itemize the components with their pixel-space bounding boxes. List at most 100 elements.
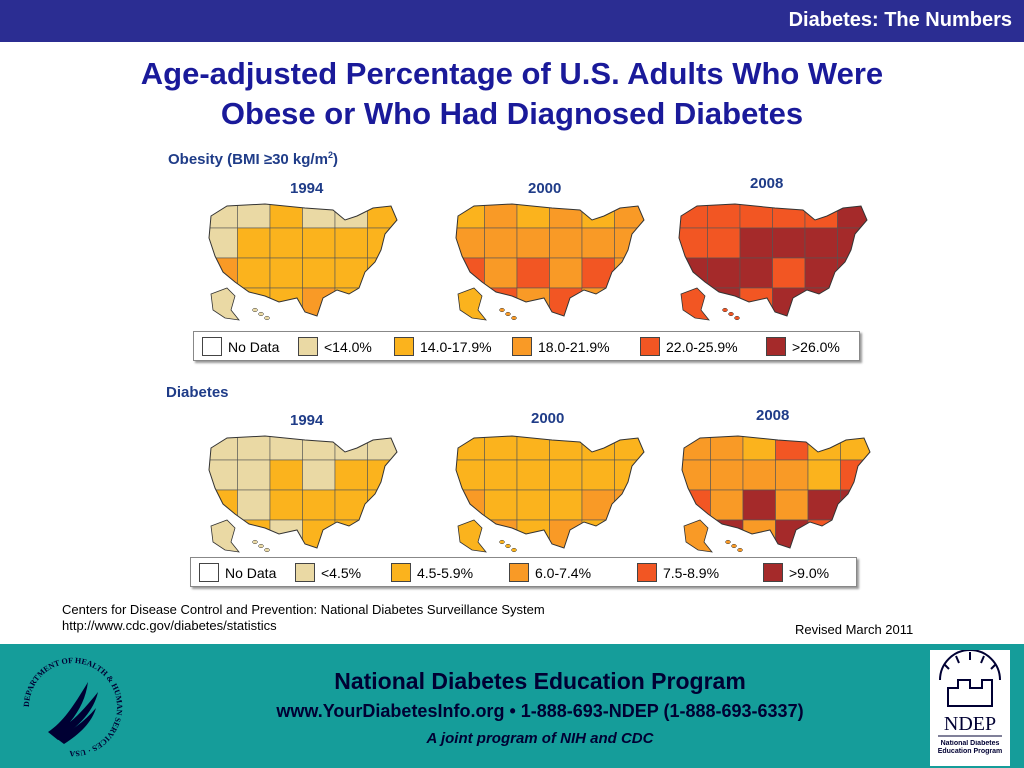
map-region — [807, 459, 841, 491]
map-region — [484, 459, 518, 491]
map-region — [775, 519, 809, 548]
legend-swatch — [766, 337, 786, 356]
source-citation: Centers for Disease Control and Preventi… — [62, 602, 545, 634]
map-region — [484, 436, 518, 461]
legend-label: 4.5-5.9% — [417, 565, 474, 581]
legend-swatch — [295, 563, 315, 582]
map-region — [516, 257, 550, 289]
obesity-section-label: Obesity (BMI ≥30 kg/m2) — [168, 150, 338, 168]
legend-label: 14.0-17.9% — [420, 339, 492, 355]
footer: DEPARTMENT OF HEALTH & HUMAN SERVICES · … — [0, 644, 1024, 768]
legend-swatch — [512, 337, 532, 356]
top-bar: Diabetes: The Numbers — [0, 0, 1024, 42]
map-region — [614, 287, 644, 316]
obesity-year-2008: 2008 — [750, 175, 784, 192]
map-region — [614, 459, 644, 491]
legend-label: 18.0-21.9% — [538, 339, 610, 355]
ndep-logo-text: NDEP — [944, 713, 996, 735]
map-region — [739, 287, 773, 316]
map-region — [614, 436, 644, 461]
map-region — [707, 204, 741, 229]
map-region — [237, 459, 271, 491]
map-region — [581, 257, 615, 289]
map-hawaii — [264, 547, 270, 553]
map-region — [614, 227, 644, 259]
map-region — [775, 436, 809, 461]
slide-title-line1: Age-adjusted Percentage of U.S. Adults W… — [140, 56, 884, 91]
legend-label: 22.0-25.9% — [666, 339, 738, 355]
map-region — [516, 287, 550, 316]
map-region — [269, 519, 303, 548]
map-region — [302, 227, 336, 259]
map-hawaii — [499, 307, 505, 313]
diabetes-year-2008: 2008 — [756, 407, 790, 424]
map-region — [837, 257, 867, 289]
map-outline — [455, 435, 645, 549]
map-region — [707, 257, 741, 289]
obesity-year-1994: 1994 — [290, 180, 324, 197]
obesity-label-text: Obesity (BMI ≥30 kg/m — [168, 151, 328, 168]
diabetes-year-1994: 1994 — [290, 412, 324, 429]
map-region — [516, 436, 550, 461]
map-outline — [678, 203, 868, 317]
map-region — [334, 227, 368, 259]
map-region — [516, 519, 550, 548]
map-hawaii — [252, 307, 258, 313]
map-region — [775, 489, 809, 521]
map-outline — [681, 435, 871, 549]
map-region — [367, 459, 397, 491]
map-region — [302, 204, 336, 229]
map-region — [269, 436, 303, 461]
legend-swatch — [763, 563, 783, 582]
map-region — [837, 204, 867, 229]
diabetes-map-2000 — [455, 435, 645, 553]
map-region — [367, 489, 397, 521]
map-region — [367, 204, 397, 229]
contact-info[interactable]: www.YourDiabetesInfo.org • 1-888-693-NDE… — [276, 701, 804, 721]
map-region — [739, 257, 773, 289]
obesity-label-sup: 2 — [327, 150, 333, 160]
map-hawaii — [511, 547, 517, 553]
map-hawaii — [258, 311, 264, 317]
map-region — [302, 257, 336, 289]
map-region — [334, 257, 368, 289]
map-region — [614, 489, 644, 521]
map-outline — [208, 203, 398, 317]
hhs-seal-icon: DEPARTMENT OF HEALTH & HUMAN SERVICES · … — [22, 656, 124, 758]
obesity-year-2000: 2000 — [528, 180, 562, 197]
map-region — [549, 204, 583, 229]
map-region — [742, 519, 776, 548]
map-region — [739, 227, 773, 259]
map-region — [367, 287, 397, 316]
map-region — [516, 227, 550, 259]
map-region — [269, 204, 303, 229]
map-region — [484, 287, 518, 316]
map-region — [484, 489, 518, 521]
map-region — [209, 489, 238, 521]
obesity-map-2008 — [678, 203, 868, 321]
source-url[interactable]: http://www.cdc.gov/diabetes/statistics — [62, 618, 277, 633]
legend-swatch — [391, 563, 411, 582]
map-region — [549, 459, 583, 491]
legend-swatch — [637, 563, 657, 582]
map-region — [237, 287, 271, 316]
map-region — [581, 459, 615, 491]
map-region — [484, 519, 518, 548]
legend-label: 6.0-7.4% — [535, 565, 592, 581]
map-region — [772, 227, 806, 259]
map-region — [269, 227, 303, 259]
map-region — [840, 436, 870, 461]
map-region — [237, 519, 271, 548]
map-region — [742, 436, 776, 461]
revised-date: Revised March 2011 — [795, 622, 914, 637]
map-alaska — [457, 287, 487, 321]
legend-label: 7.5-8.9% — [663, 565, 720, 581]
map-region — [549, 519, 583, 548]
map-region — [710, 519, 744, 548]
ndep-logo-caption: National Diabetes Education Program — [937, 740, 1003, 755]
map-region — [614, 519, 644, 548]
map-region — [237, 204, 271, 229]
map-region — [772, 257, 806, 289]
map-region — [581, 227, 615, 259]
map-hawaii — [734, 315, 740, 321]
